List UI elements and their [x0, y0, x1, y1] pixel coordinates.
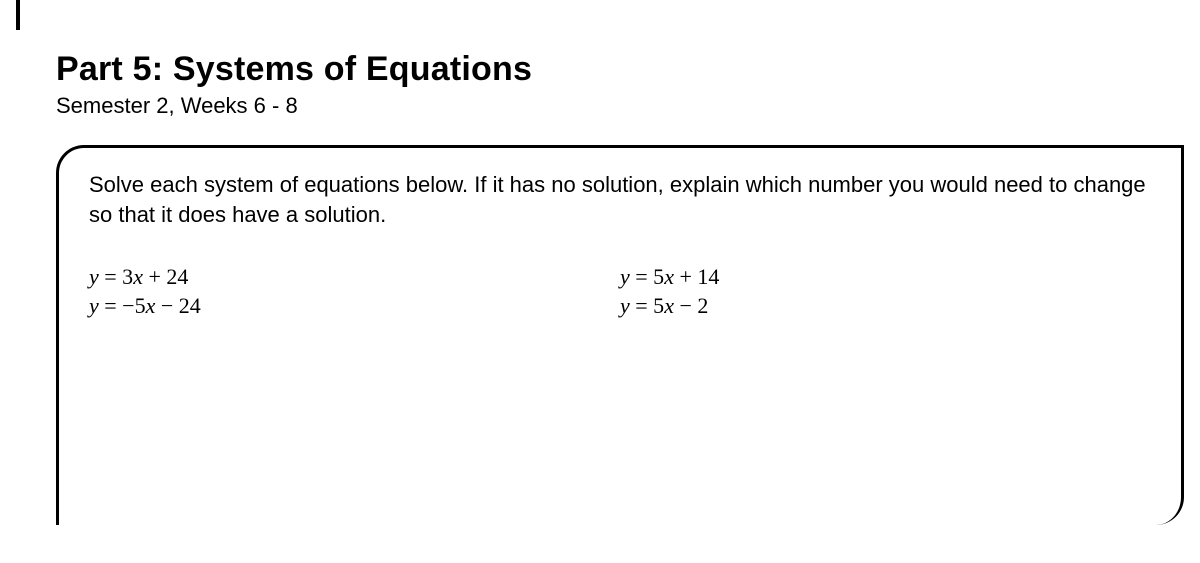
eq-var: x — [146, 293, 156, 318]
left-margin-rule — [16, 0, 20, 30]
eq-text: = 3 — [99, 264, 133, 289]
eq-var: y — [89, 293, 99, 318]
systems-row: y = 3x + 24 y = −5x − 24 y = 5x + 14 y =… — [89, 263, 1151, 320]
system-left: y = 3x + 24 y = −5x − 24 — [89, 263, 620, 320]
system-left-eq1: y = 3x + 24 — [89, 263, 620, 292]
part-subtitle: Semester 2, Weeks 6 - 8 — [56, 93, 1200, 119]
system-right-eq2: y = 5x − 2 — [620, 292, 1151, 321]
system-right-eq1: y = 5x + 14 — [620, 263, 1151, 292]
eq-var: x — [664, 264, 674, 289]
eq-text: = 5 — [630, 293, 664, 318]
question-box: Solve each system of equations below. If… — [56, 145, 1184, 525]
eq-var: y — [620, 293, 630, 318]
eq-text: = −5 — [99, 293, 146, 318]
eq-var: y — [89, 264, 99, 289]
system-left-eq2: y = −5x − 24 — [89, 292, 620, 321]
eq-var: x — [133, 264, 143, 289]
eq-text: + 14 — [674, 264, 719, 289]
part-title: Part 5: Systems of Equations — [56, 50, 1200, 89]
eq-text: + 24 — [143, 264, 188, 289]
eq-var: y — [620, 264, 630, 289]
eq-text: − 24 — [155, 293, 200, 318]
system-right: y = 5x + 14 y = 5x − 2 — [620, 263, 1151, 320]
eq-text: − 2 — [674, 293, 708, 318]
eq-text: = 5 — [630, 264, 664, 289]
page: Part 5: Systems of Equations Semester 2,… — [0, 0, 1200, 563]
eq-var: x — [664, 293, 674, 318]
instructions-text: Solve each system of equations below. If… — [89, 170, 1151, 229]
